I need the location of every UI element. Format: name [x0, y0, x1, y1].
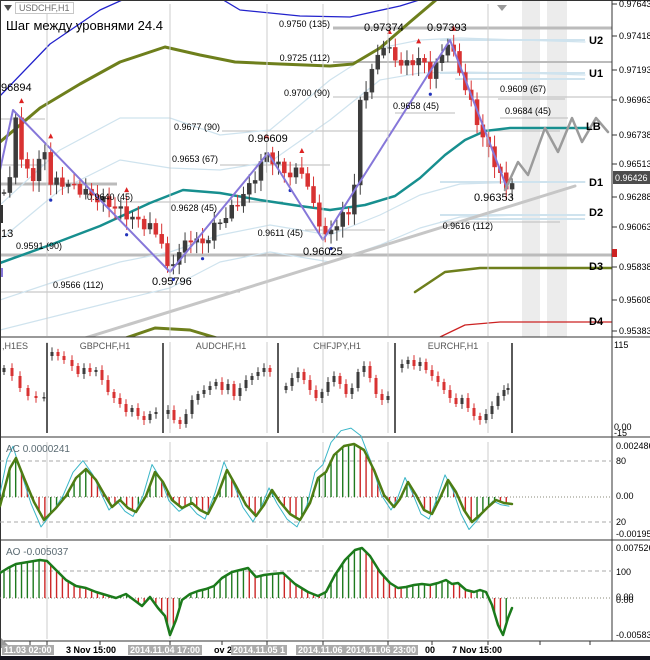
ao-plot[interactable] — [0, 541, 612, 641]
ao-group — [0, 546, 612, 637]
chevron-down-icon[interactable] — [4, 5, 12, 11]
ac-name: AC — [6, 444, 20, 455]
ao-value: -0.005037 — [23, 547, 69, 558]
panel2-axis-bottom: -15 — [614, 428, 628, 438]
ao-name: AO — [6, 547, 21, 558]
pairs-strip-plot[interactable] — [0, 338, 612, 437]
main-chart-group — [1, 1, 612, 337]
panel2-axis-top: 115 — [614, 340, 629, 350]
price-shift-marker-icon — [497, 5, 507, 11]
candlesticks — [1, 34, 515, 275]
panel2-axis-zero: 0.00 — [614, 422, 632, 432]
chart-title: Шаг между уровнями 24.4 — [6, 18, 163, 33]
symbol-label: USDCHF,H1 — [15, 2, 74, 14]
ac-indicator-label: AC 0.0000241 — [6, 444, 70, 455]
ao-indicator-label: AO -0.005037 — [6, 547, 68, 558]
ac-plot[interactable] — [0, 438, 612, 540]
pairs-strip-group — [2, 343, 513, 433]
axis-red-mark — [612, 249, 617, 257]
ac-value: 0.0000241 — [22, 444, 70, 455]
symbol-header[interactable]: USDCHF,H1 — [4, 2, 74, 14]
ac-group — [0, 427, 612, 530]
main-chart-plot[interactable] — [0, 0, 612, 337]
